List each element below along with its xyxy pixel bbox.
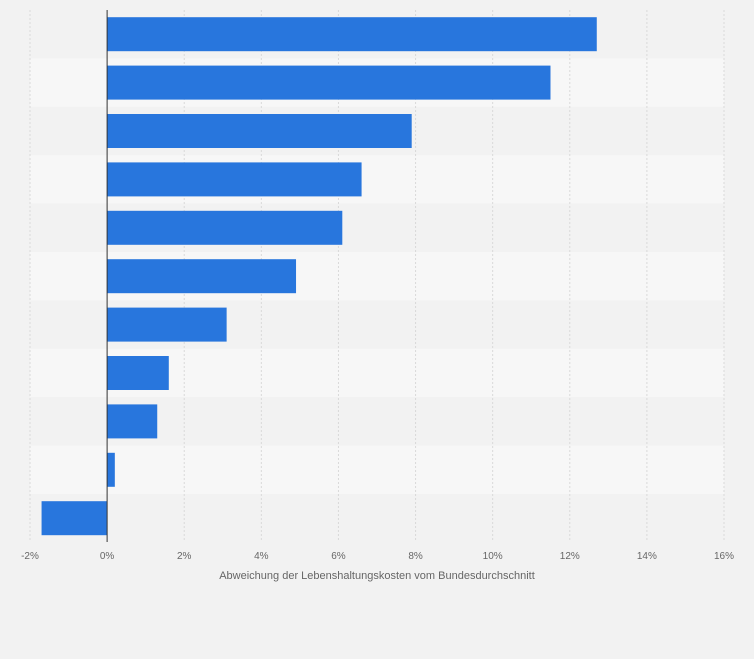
bar <box>107 259 297 294</box>
bar <box>107 452 115 487</box>
x-tick-label: 16% <box>714 551 734 562</box>
bars <box>41 17 597 536</box>
x-tick-label: 2% <box>177 551 192 562</box>
x-tick-label: 14% <box>637 551 657 562</box>
bar <box>41 501 108 536</box>
x-tick-label: 8% <box>408 551 423 562</box>
bar <box>107 307 227 342</box>
bar <box>107 17 597 52</box>
row-band <box>30 494 724 543</box>
x-tick-label: 0% <box>100 551 115 562</box>
x-tick-label: 6% <box>331 551 346 562</box>
bar <box>107 65 551 100</box>
x-tick-label: 12% <box>560 551 580 562</box>
x-tick-label: -2% <box>21 551 39 562</box>
bar <box>107 356 169 390</box>
x-tick-label: 10% <box>483 551 503 562</box>
bar <box>107 162 362 197</box>
row-band <box>30 445 724 494</box>
x-axis-title: Abweichung der Lebenshaltungskosten vom … <box>219 570 535 582</box>
x-tick-label: 4% <box>254 551 269 562</box>
x-tick-labels: -2% 0% 2% 4% 6% 8% 10% 12% 14% 16% <box>21 551 734 562</box>
bar <box>107 114 412 148</box>
bar <box>107 404 158 439</box>
bar <box>107 210 343 245</box>
